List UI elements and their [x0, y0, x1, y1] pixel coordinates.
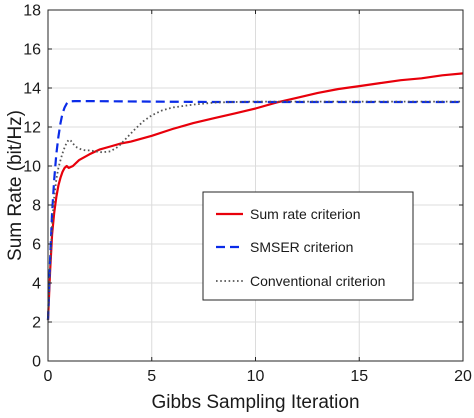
y-tick-label: 4 — [32, 276, 41, 293]
x-tick-label: 0 — [44, 368, 53, 385]
legend-label-3: Conventional criterion — [250, 273, 385, 289]
y-tick-label: 8 — [32, 198, 41, 215]
series-lines — [46, 72, 464, 321]
y-tick-label: 14 — [23, 81, 41, 98]
y-tick-label: 2 — [32, 315, 41, 332]
axis-ticks: 0 5 10 15 20 0 2 4 6 8 10 12 14 16 18 — [23, 3, 472, 386]
series-line-2 — [46, 100, 463, 321]
y-tick-label: 0 — [32, 354, 41, 371]
x-tick-label: 5 — [147, 368, 156, 385]
y-axis-label: Sum Rate (bit/Hz) — [5, 110, 26, 261]
legend-label-1: Sum rate criterion — [250, 206, 360, 222]
x-axis-label: Gibbs Sampling Iteration — [151, 392, 359, 413]
legend: Sum rate criterion SMSER criterion Convent… — [202, 191, 414, 301]
y-tick-label: 6 — [32, 237, 41, 254]
series-line-1 — [46, 72, 464, 321]
grid-lines — [48, 10, 463, 361]
legend-label-2: SMSER criterion — [250, 239, 353, 255]
y-tick-label: 10 — [23, 159, 41, 176]
y-tick-label: 16 — [23, 42, 41, 59]
x-tick-label: 15 — [350, 368, 368, 385]
x-tick-label: 20 — [454, 368, 472, 385]
y-tick-label: 18 — [23, 3, 41, 20]
y-tick-label: 12 — [23, 120, 41, 137]
x-tick-label: 10 — [247, 368, 265, 385]
